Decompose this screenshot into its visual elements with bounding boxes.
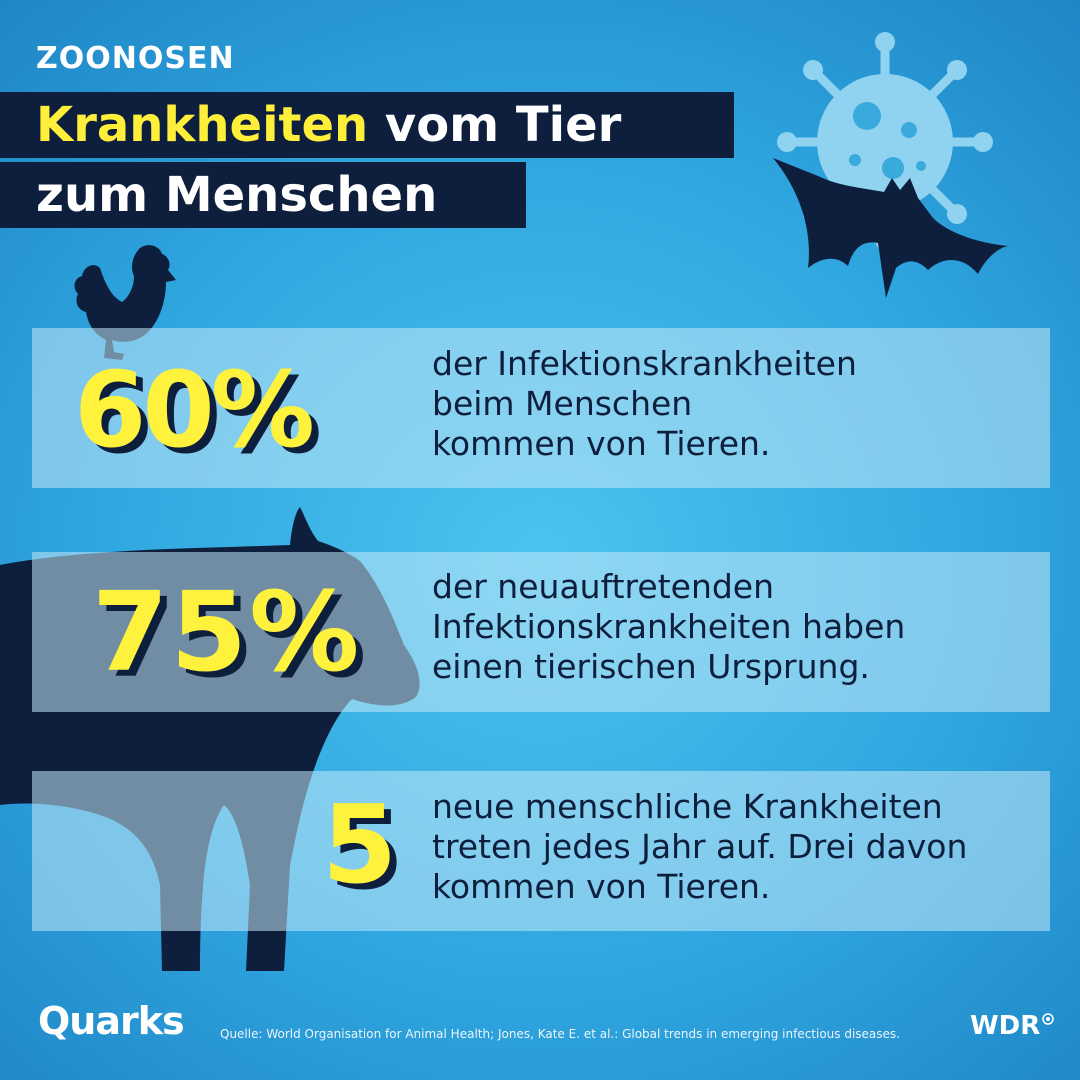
stat-text-line: beim Menschen	[432, 384, 693, 423]
stat-text-line: der neuauftretenden	[432, 567, 775, 606]
stat-band-1	[32, 328, 1050, 488]
stat-text-3: neue menschliche Krankheiten treten jede…	[432, 787, 967, 907]
stat-text-line: Infektionskrankheiten haben	[432, 607, 906, 646]
stat-text-line: treten jedes Jahr auf. Drei davon	[432, 827, 968, 866]
source-note: Quelle: World Organisation for Animal He…	[220, 1027, 900, 1041]
wdr-circle-icon	[1042, 1013, 1055, 1025]
wdr-logo-text: WDR	[970, 1011, 1041, 1041]
quarks-logo: Quarks	[38, 999, 185, 1043]
stat-text-line: kommen von Tieren.	[432, 867, 771, 906]
stat-text-line: der Infektionskrankheiten	[432, 344, 857, 383]
page-title-line-2: zum Menschen	[0, 162, 526, 228]
bat-icon	[773, 158, 1008, 298]
title-highlight: Krankheiten	[36, 97, 369, 153]
kicker-label: ZOONOSEN	[36, 41, 235, 76]
stat-value-3: 5	[322, 783, 397, 908]
stat-text-2: der neuauftretenden Infektionskrankheite…	[432, 567, 905, 687]
stat-band-2	[32, 552, 1050, 712]
title-rest: vom Tier	[368, 97, 622, 153]
stat-band-3	[32, 771, 1050, 931]
stat-text-line: einen tierischen Ursprung.	[432, 647, 870, 686]
page-title-line-1: Krankheiten vom Tier	[0, 92, 734, 158]
stat-text-line: neue menschliche Krankheiten	[432, 787, 943, 826]
stat-text-1: der Infektionskrankheiten beim Menschen …	[432, 344, 857, 464]
stat-value-2: 75%	[92, 568, 362, 696]
stat-value-1: 60%	[74, 349, 315, 471]
wdr-logo: WDR	[970, 1011, 1055, 1041]
stat-text-line: kommen von Tieren.	[432, 424, 771, 463]
